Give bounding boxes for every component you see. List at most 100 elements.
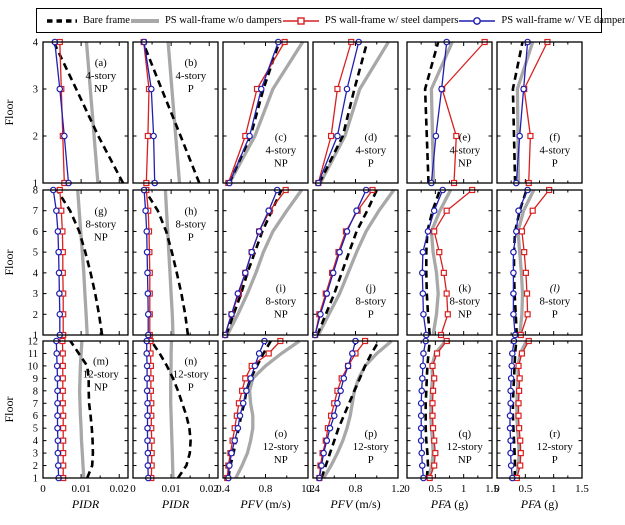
panel-c-direction: NP — [274, 158, 288, 170]
panel-q-direction: NP — [458, 454, 472, 466]
panel-r-direction: P — [552, 454, 558, 466]
svg-text:3: 3 — [33, 85, 38, 96]
panel-j-tag: (j) — [366, 283, 377, 295]
panel-o-direction: NP — [274, 454, 288, 466]
svg-text:9: 9 — [33, 374, 38, 385]
series-wall — [316, 189, 396, 336]
line-square-marker-icon — [282, 16, 319, 25]
panel-p-frame — [312, 340, 399, 479]
series-steel — [520, 189, 550, 336]
svg-text:1: 1 — [461, 483, 467, 495]
panel-j-story: 8-story — [356, 296, 387, 308]
panel-k-tag: (k) — [459, 283, 472, 295]
series-bare — [55, 189, 104, 336]
series-bare — [224, 189, 283, 336]
series-wall — [84, 41, 100, 184]
series-steel — [523, 41, 548, 184]
panel-k-direction: NP — [458, 309, 472, 321]
y-axis-labels-row-2: 1 2 3 4 5 6 7 8 Floor — [2, 186, 39, 342]
series-bare — [52, 41, 125, 184]
svg-text:0.01: 0.01 — [71, 483, 90, 495]
svg-text:7: 7 — [33, 206, 38, 217]
panel-c-frame — [222, 41, 309, 184]
svg-text:3: 3 — [33, 449, 38, 460]
svg-text:4: 4 — [33, 436, 39, 447]
panel-l-direction: P — [552, 309, 558, 321]
panel-m-direction: NP — [94, 381, 108, 393]
svg-text:6: 6 — [33, 411, 38, 422]
svg-text:1: 1 — [33, 179, 38, 190]
line-circle-marker-icon — [459, 16, 496, 25]
svg-text:0.02: 0.02 — [200, 483, 219, 495]
x-axis-title-col-4: PFV (m/s) — [329, 497, 380, 511]
y-axis-title-row-3: Floor — [2, 396, 16, 422]
series-ve — [430, 41, 448, 184]
panel-q-tag: (q) — [459, 428, 472, 440]
series-ve — [515, 41, 529, 184]
series-steel — [145, 189, 151, 335]
svg-text:1: 1 — [33, 474, 38, 485]
panel-a-frame — [42, 41, 129, 184]
legend-item-wall-frame-no-dampers: PS wall-frame w/o dampers — [130, 15, 282, 26]
series-wall — [166, 41, 182, 184]
panel-b-story: 4-story — [176, 70, 207, 82]
panel-f-frame — [496, 41, 583, 184]
panel-d-story: 4-story — [356, 145, 387, 157]
svg-text:0.5: 0.5 — [428, 483, 442, 495]
series-wall — [429, 189, 453, 336]
panel-b-frame — [132, 41, 219, 184]
legend-label-bare-frame: Bare frame — [83, 15, 130, 26]
svg-text:0.8: 0.8 — [259, 483, 273, 495]
series-ve — [54, 41, 70, 184]
series-bare — [318, 41, 369, 184]
panel-n-tag: (n) — [185, 355, 198, 367]
panel-g-tag: (g) — [95, 206, 108, 218]
svg-text:10: 10 — [28, 361, 39, 372]
svg-text:4: 4 — [33, 38, 39, 49]
panel-b-direction: P — [188, 83, 194, 95]
series-ve — [228, 41, 279, 184]
svg-text:8: 8 — [33, 186, 38, 197]
series-bare — [423, 41, 440, 184]
panel-r-frame — [496, 340, 583, 479]
svg-text:0: 0 — [494, 483, 500, 495]
panel-n-direction: P — [188, 381, 194, 393]
series-steel — [227, 41, 286, 184]
series-wall — [77, 340, 86, 479]
series-ve-markers — [49, 186, 64, 339]
svg-text:8: 8 — [33, 386, 38, 397]
panel-j-frame — [312, 189, 399, 336]
x-axis-labels: 0 0.01 0.02 PIDR 0 0.01 0.02 PIDR 0.4 0.8 1.2 PFV (… — [40, 483, 589, 511]
panel-a-story: 4-story — [86, 70, 117, 82]
panel-p-direction: P — [368, 454, 374, 466]
series-ve — [512, 189, 529, 336]
panel-g-direction: NP — [94, 232, 108, 244]
y-axis-title-row-2: Floor — [2, 249, 16, 275]
